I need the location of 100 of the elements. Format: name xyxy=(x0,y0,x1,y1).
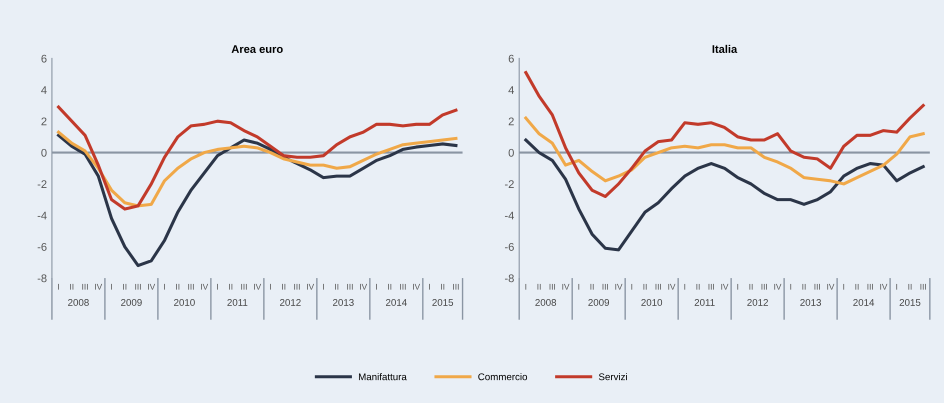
y-tick-label: 6 xyxy=(508,54,514,63)
text: 2008 xyxy=(68,299,89,306)
chart-title: Area euro xyxy=(232,45,283,53)
x-tick-label: III xyxy=(82,284,88,290)
y-tick-label: -8 xyxy=(38,274,47,282)
x-tick-label: I xyxy=(164,284,165,290)
x-tick-label: III xyxy=(708,284,714,290)
text: 2011 xyxy=(227,299,248,306)
x-tick-label: II xyxy=(696,284,700,290)
x-tick-label: II xyxy=(176,284,180,290)
x-tick-label: I xyxy=(896,284,898,290)
x-tick-label: I xyxy=(111,284,112,290)
x-tick-label: III xyxy=(550,284,556,290)
x-tick-label: III xyxy=(188,284,194,290)
line-series xyxy=(524,138,925,252)
x-tick-label: II xyxy=(335,284,338,290)
x-tick-label: III xyxy=(920,284,926,290)
line-series xyxy=(524,71,925,198)
line-series xyxy=(57,106,458,211)
x-tick-label: IV xyxy=(148,284,156,290)
x-tick-label: I xyxy=(684,284,686,290)
x-tick-label: III xyxy=(135,284,141,290)
x-tick-label: I xyxy=(429,284,430,290)
x-tick-label: II xyxy=(229,284,232,290)
text: 2009 xyxy=(121,299,142,306)
text: 2010 xyxy=(174,299,195,306)
x-tick-label: IV xyxy=(880,284,888,290)
legend-label: Manifattura xyxy=(358,373,407,380)
x-tick-label: II xyxy=(590,284,594,290)
text: 2013 xyxy=(333,299,354,306)
text: 2015 xyxy=(900,299,920,306)
x-tick-label: II xyxy=(441,284,444,290)
x-tick-label: I xyxy=(737,284,738,290)
y-tick-label: 6 xyxy=(41,54,47,63)
x-tick-label: IV xyxy=(827,284,834,290)
y-tick-label: -4 xyxy=(504,212,514,220)
x-tick-label: II xyxy=(802,284,806,290)
y-tick-label: -6 xyxy=(504,242,514,251)
x-tick-label: I xyxy=(270,284,271,290)
x-tick-label: III xyxy=(453,284,459,290)
y-tick-label: -6 xyxy=(38,242,47,251)
x-tick-label: I xyxy=(376,284,377,290)
x-tick-label: IV xyxy=(254,284,262,290)
x-tick-label: II xyxy=(908,284,912,290)
x-tick-label: II xyxy=(70,284,74,290)
x-tick-label: III xyxy=(868,284,873,290)
text: 2014 xyxy=(853,299,874,306)
y-tick-label: 2 xyxy=(508,117,514,126)
y-tick-label: 0 xyxy=(41,148,47,157)
x-tick-label: III xyxy=(241,284,247,290)
text: 2011 xyxy=(694,299,715,306)
x-tick-label: III xyxy=(814,284,820,290)
x-tick-label: III xyxy=(602,284,608,290)
legend-label: Commercio xyxy=(478,373,528,380)
text: 2012 xyxy=(747,299,768,306)
x-tick-label: I xyxy=(790,284,792,290)
y-tick-label: 0 xyxy=(508,148,514,157)
line-series xyxy=(524,116,925,186)
x-tick-label: IV xyxy=(360,284,368,290)
x-tick-label: III xyxy=(294,284,300,290)
chart-title: Italia xyxy=(712,44,738,53)
x-tick-label: II xyxy=(123,284,126,290)
x-tick-label: IV xyxy=(413,284,420,290)
y-tick-label: 4 xyxy=(41,86,47,94)
x-tick-label: IV xyxy=(668,284,676,290)
x-tick-label: I xyxy=(58,284,59,290)
x-tick-label: III xyxy=(400,284,406,290)
x-tick-label: II xyxy=(855,284,859,290)
y-tick-label: 4 xyxy=(508,86,514,94)
text: 2013 xyxy=(800,299,822,306)
x-tick-label: IV xyxy=(95,284,102,290)
x-tick-label: IV xyxy=(721,284,728,290)
x-tick-label: III xyxy=(762,284,767,290)
y-tick-label: -8 xyxy=(504,274,514,282)
x-tick-label: I xyxy=(323,284,324,290)
y-tick-label: 2 xyxy=(41,117,46,126)
text: 2014 xyxy=(386,299,407,306)
x-tick-label: IV xyxy=(774,284,782,290)
x-tick-label: IV xyxy=(562,284,570,290)
x-tick-label: II xyxy=(749,284,753,290)
text: 2015 xyxy=(432,299,454,306)
x-tick-label: I xyxy=(578,284,580,290)
text: 2010 xyxy=(641,299,662,306)
x-tick-label: II xyxy=(538,284,541,290)
x-tick-label: II xyxy=(643,284,647,290)
line-series xyxy=(57,130,458,208)
x-tick-label: II xyxy=(282,284,286,290)
x-tick-label: I xyxy=(843,284,844,290)
text: 2012 xyxy=(280,299,301,306)
x-tick-label: IV xyxy=(615,284,622,290)
x-tick-label: I xyxy=(217,284,218,290)
x-tick-label: IV xyxy=(307,284,314,290)
x-tick-label: I xyxy=(525,284,526,290)
x-tick-label: IV xyxy=(201,284,208,290)
legend-label: Servizi xyxy=(598,373,627,380)
y-tick-label: -2 xyxy=(38,180,46,188)
line-series xyxy=(57,134,458,268)
text: 2009 xyxy=(588,299,610,306)
x-tick-label: III xyxy=(656,284,661,290)
x-tick-label: I xyxy=(631,284,632,290)
